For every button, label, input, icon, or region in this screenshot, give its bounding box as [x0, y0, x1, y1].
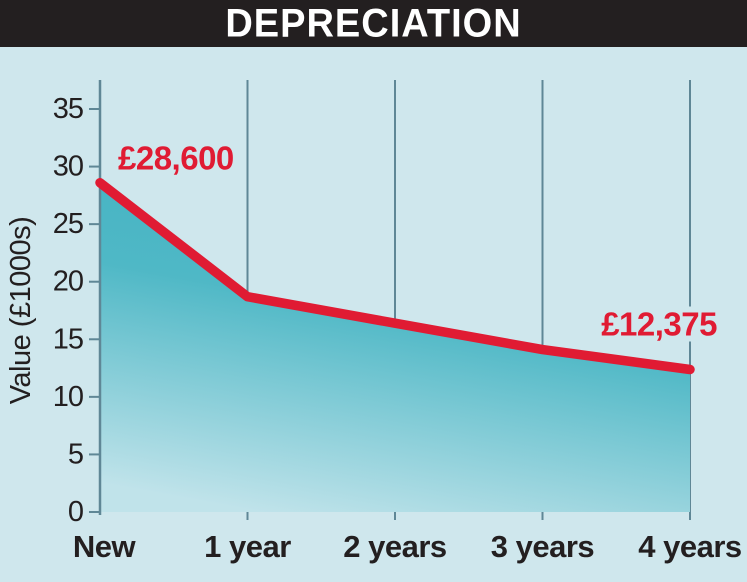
y-tick-label-25: 25	[53, 208, 83, 240]
y-tick-label-30: 30	[53, 151, 83, 183]
y-tick-label-20: 20	[53, 266, 83, 298]
x-tick-label-1: 1 year	[204, 529, 291, 564]
y-tick-label-10: 10	[53, 381, 83, 413]
depreciation-line	[95, 177, 695, 375]
y-tick-label-5: 5	[68, 438, 83, 470]
y-tick-label-35: 35	[53, 93, 83, 125]
value-area	[100, 182, 690, 512]
x-tick-label-0: New	[73, 529, 137, 564]
value-annotation-0: £28,600	[118, 140, 234, 177]
y-tick-label-0: 0	[68, 496, 83, 528]
value-annotation-1: £12,375	[601, 306, 717, 343]
chart-area: 0 5 10 15 20 25 30 35 Value (£1000s) New 1 year 2 y…	[0, 47, 747, 577]
x-tick-label-2: 2 years	[343, 529, 446, 564]
y-tick-label-15: 15	[53, 323, 83, 355]
title-banner: DEPRECIATION	[0, 0, 747, 47]
x-tick-label-3: 3 years	[491, 529, 594, 564]
depreciation-chart: 0 5 10 15 20 25 30 35 Value (£1000s) New 1 year 2 y…	[5, 80, 742, 564]
chart-title: DEPRECIATION	[225, 1, 522, 46]
y-axis-title: Value (£1000s)	[5, 217, 37, 405]
x-tick-label-4: 4 years	[638, 529, 741, 564]
